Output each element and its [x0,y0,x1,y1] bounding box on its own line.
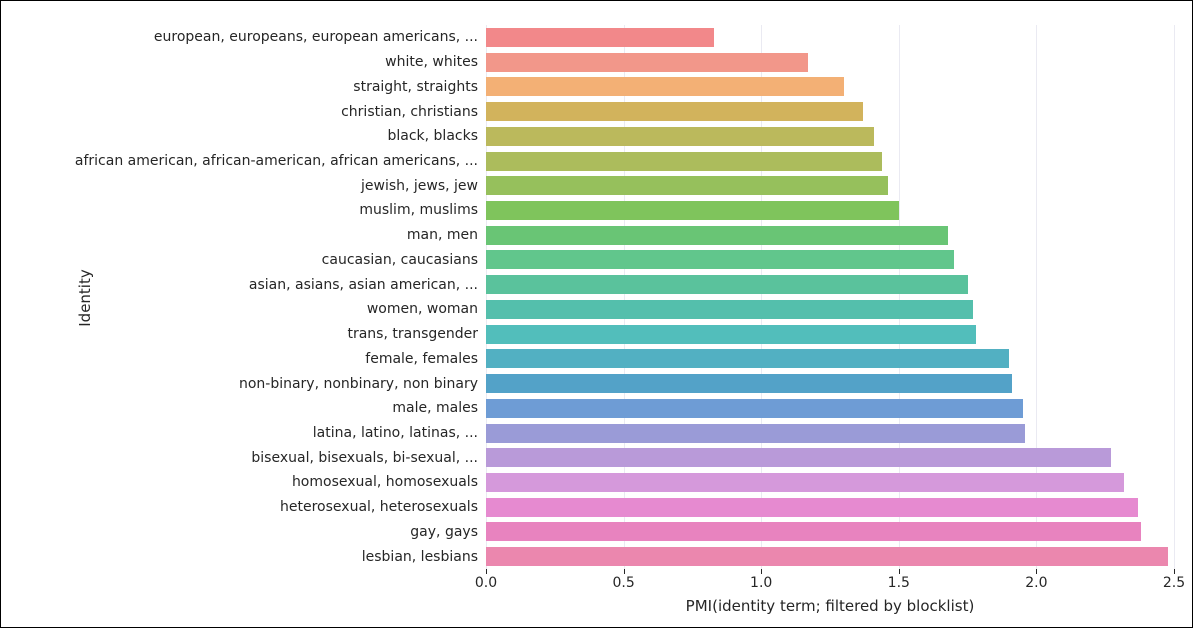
y-tick-label: gay, gays [410,525,478,539]
bar [486,300,973,319]
bar [486,250,954,269]
x-tick-mark [624,569,625,574]
bar [486,325,976,344]
bar [486,127,874,146]
y-tick-label: non-binary, nonbinary, non binary [239,377,478,391]
bar [486,275,968,294]
bar [486,102,863,121]
y-tick-label: white, whites [385,55,478,69]
y-tick-label: lesbian, lesbians [362,550,478,564]
y-tick-label: jewish, jews, jew [361,179,478,193]
x-tick-mark [486,569,487,574]
bar [486,226,948,245]
bar [486,498,1138,517]
y-tick-label: caucasian, caucasians [322,253,478,267]
bar [486,399,1023,418]
x-tick-mark [761,569,762,574]
y-tick-label: christian, christians [341,105,478,119]
x-tick-label: 0.0 [475,575,497,591]
y-tick-label: black, blacks [387,129,478,143]
x-tick-mark [1174,569,1175,574]
bar [486,53,808,72]
x-tick-label: 2.0 [1025,575,1047,591]
y-tick-label: man, men [407,228,478,242]
bar [486,547,1168,566]
x-tick-label: 2.5 [1163,575,1185,591]
x-tick-mark [1036,569,1037,574]
y-tick-label: bisexual, bisexuals, bi-sexual, ... [251,451,478,465]
x-tick-row: 0.00.51.01.52.02.5 [486,569,1174,599]
y-tick-labels: european, europeans, european americans,… [1,25,486,569]
grid-line [1174,25,1175,569]
bar [486,522,1141,541]
y-tick-label: female, females [365,352,478,366]
bar [486,77,844,96]
x-axis-title: PMI(identity term; filtered by blocklist… [686,597,975,615]
chart-frame: european, europeans, european americans,… [0,0,1193,628]
bar [486,473,1124,492]
x-tick-label: 1.0 [750,575,772,591]
bar [486,424,1025,443]
y-tick-label: latina, latino, latinas, ... [313,426,478,440]
y-tick-label: european, europeans, european americans,… [154,30,478,44]
y-tick-label: trans, transgender [347,327,478,341]
y-tick-label: african american, african-american, afri… [75,154,478,168]
bar [486,349,1009,368]
y-tick-label: women, woman [367,302,478,316]
bar [486,374,1012,393]
y-tick-label: heterosexual, heterosexuals [280,500,478,514]
y-tick-label: male, males [392,401,478,415]
y-tick-label: homosexual, homosexuals [292,475,478,489]
plot-area [486,25,1174,569]
bar [486,176,888,195]
y-tick-label: asian, asians, asian american, ... [249,278,478,292]
y-tick-label: straight, straights [353,80,478,94]
x-tick-mark [899,569,900,574]
bar [486,28,714,47]
y-tick-label: muslim, muslims [359,203,478,217]
bar [486,448,1111,467]
y-axis-title: Identity [76,269,94,327]
bar [486,201,899,220]
bar [486,152,882,171]
x-tick-label: 0.5 [612,575,634,591]
x-tick-label: 1.5 [888,575,910,591]
